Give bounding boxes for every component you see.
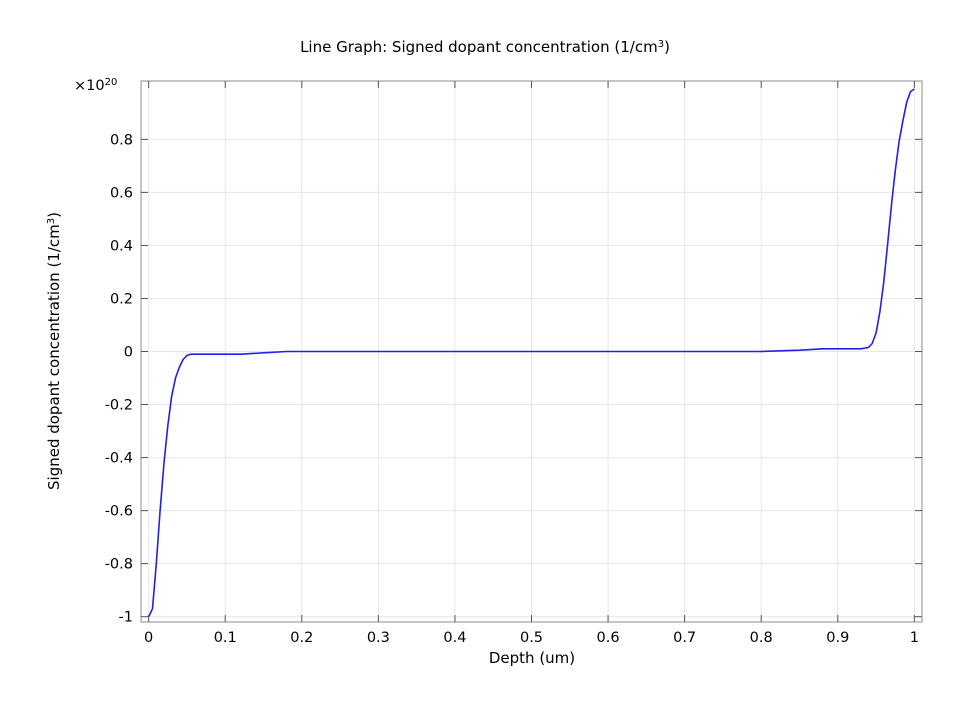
- x-tick-label: 0.5: [520, 630, 543, 646]
- x-tick-labels: 0 0.1 0.2 0.3 0.4 0.5 0.6 0.7 0.8 0.9 1: [144, 630, 919, 646]
- x-tick-label: 0.9: [826, 630, 849, 646]
- x-tick-label: 0.8: [750, 630, 773, 646]
- x-tick-label: 0.1: [214, 630, 237, 646]
- y-tick-label: 0.4: [110, 238, 133, 254]
- y-tick-labels: -1 -0.8 -0.6 -0.4 -0.2 0 0.2 0.4 0.6 0.8: [105, 132, 133, 625]
- x-tick-label: 0.2: [290, 630, 313, 646]
- grid: [141, 81, 922, 622]
- y-tick-label: 0.2: [110, 291, 133, 307]
- y-tick-label: -0.2: [105, 398, 133, 414]
- x-tick-label: 0.4: [443, 630, 466, 646]
- x-tick-label: 1: [910, 630, 919, 646]
- y-tick-label: 0.6: [110, 185, 133, 201]
- series-line: [147, 88, 915, 618]
- chart-title-superscript: 3: [658, 39, 664, 50]
- y-tick-label: 0.8: [110, 132, 133, 148]
- x-axis-title: Depth (um): [489, 649, 575, 667]
- y-tick-label: -0.6: [105, 504, 133, 520]
- y-tick-label: -0.4: [105, 451, 133, 467]
- y-tick-label: -1: [119, 610, 133, 626]
- y-tick-label: -0.8: [105, 557, 133, 573]
- x-tick-label: 0.3: [367, 630, 390, 646]
- y-axis-multiplier-exponent: 20: [105, 77, 118, 88]
- y-axis-multiplier: ×1020: [74, 77, 117, 95]
- axis-ticks: [141, 81, 922, 622]
- y-axis-title: Signed dopant concentration (1/cm3): [45, 212, 63, 490]
- series-layer: [147, 88, 915, 618]
- y-axis-title-superscript: 3: [46, 218, 57, 224]
- x-tick-label: 0.7: [673, 630, 696, 646]
- x-tick-label: 0.6: [597, 630, 620, 646]
- y-tick-label: 0: [124, 345, 133, 361]
- x-tick-label: 0: [144, 630, 153, 646]
- chart-title: Line Graph: Signed dopant concentration …: [300, 38, 670, 56]
